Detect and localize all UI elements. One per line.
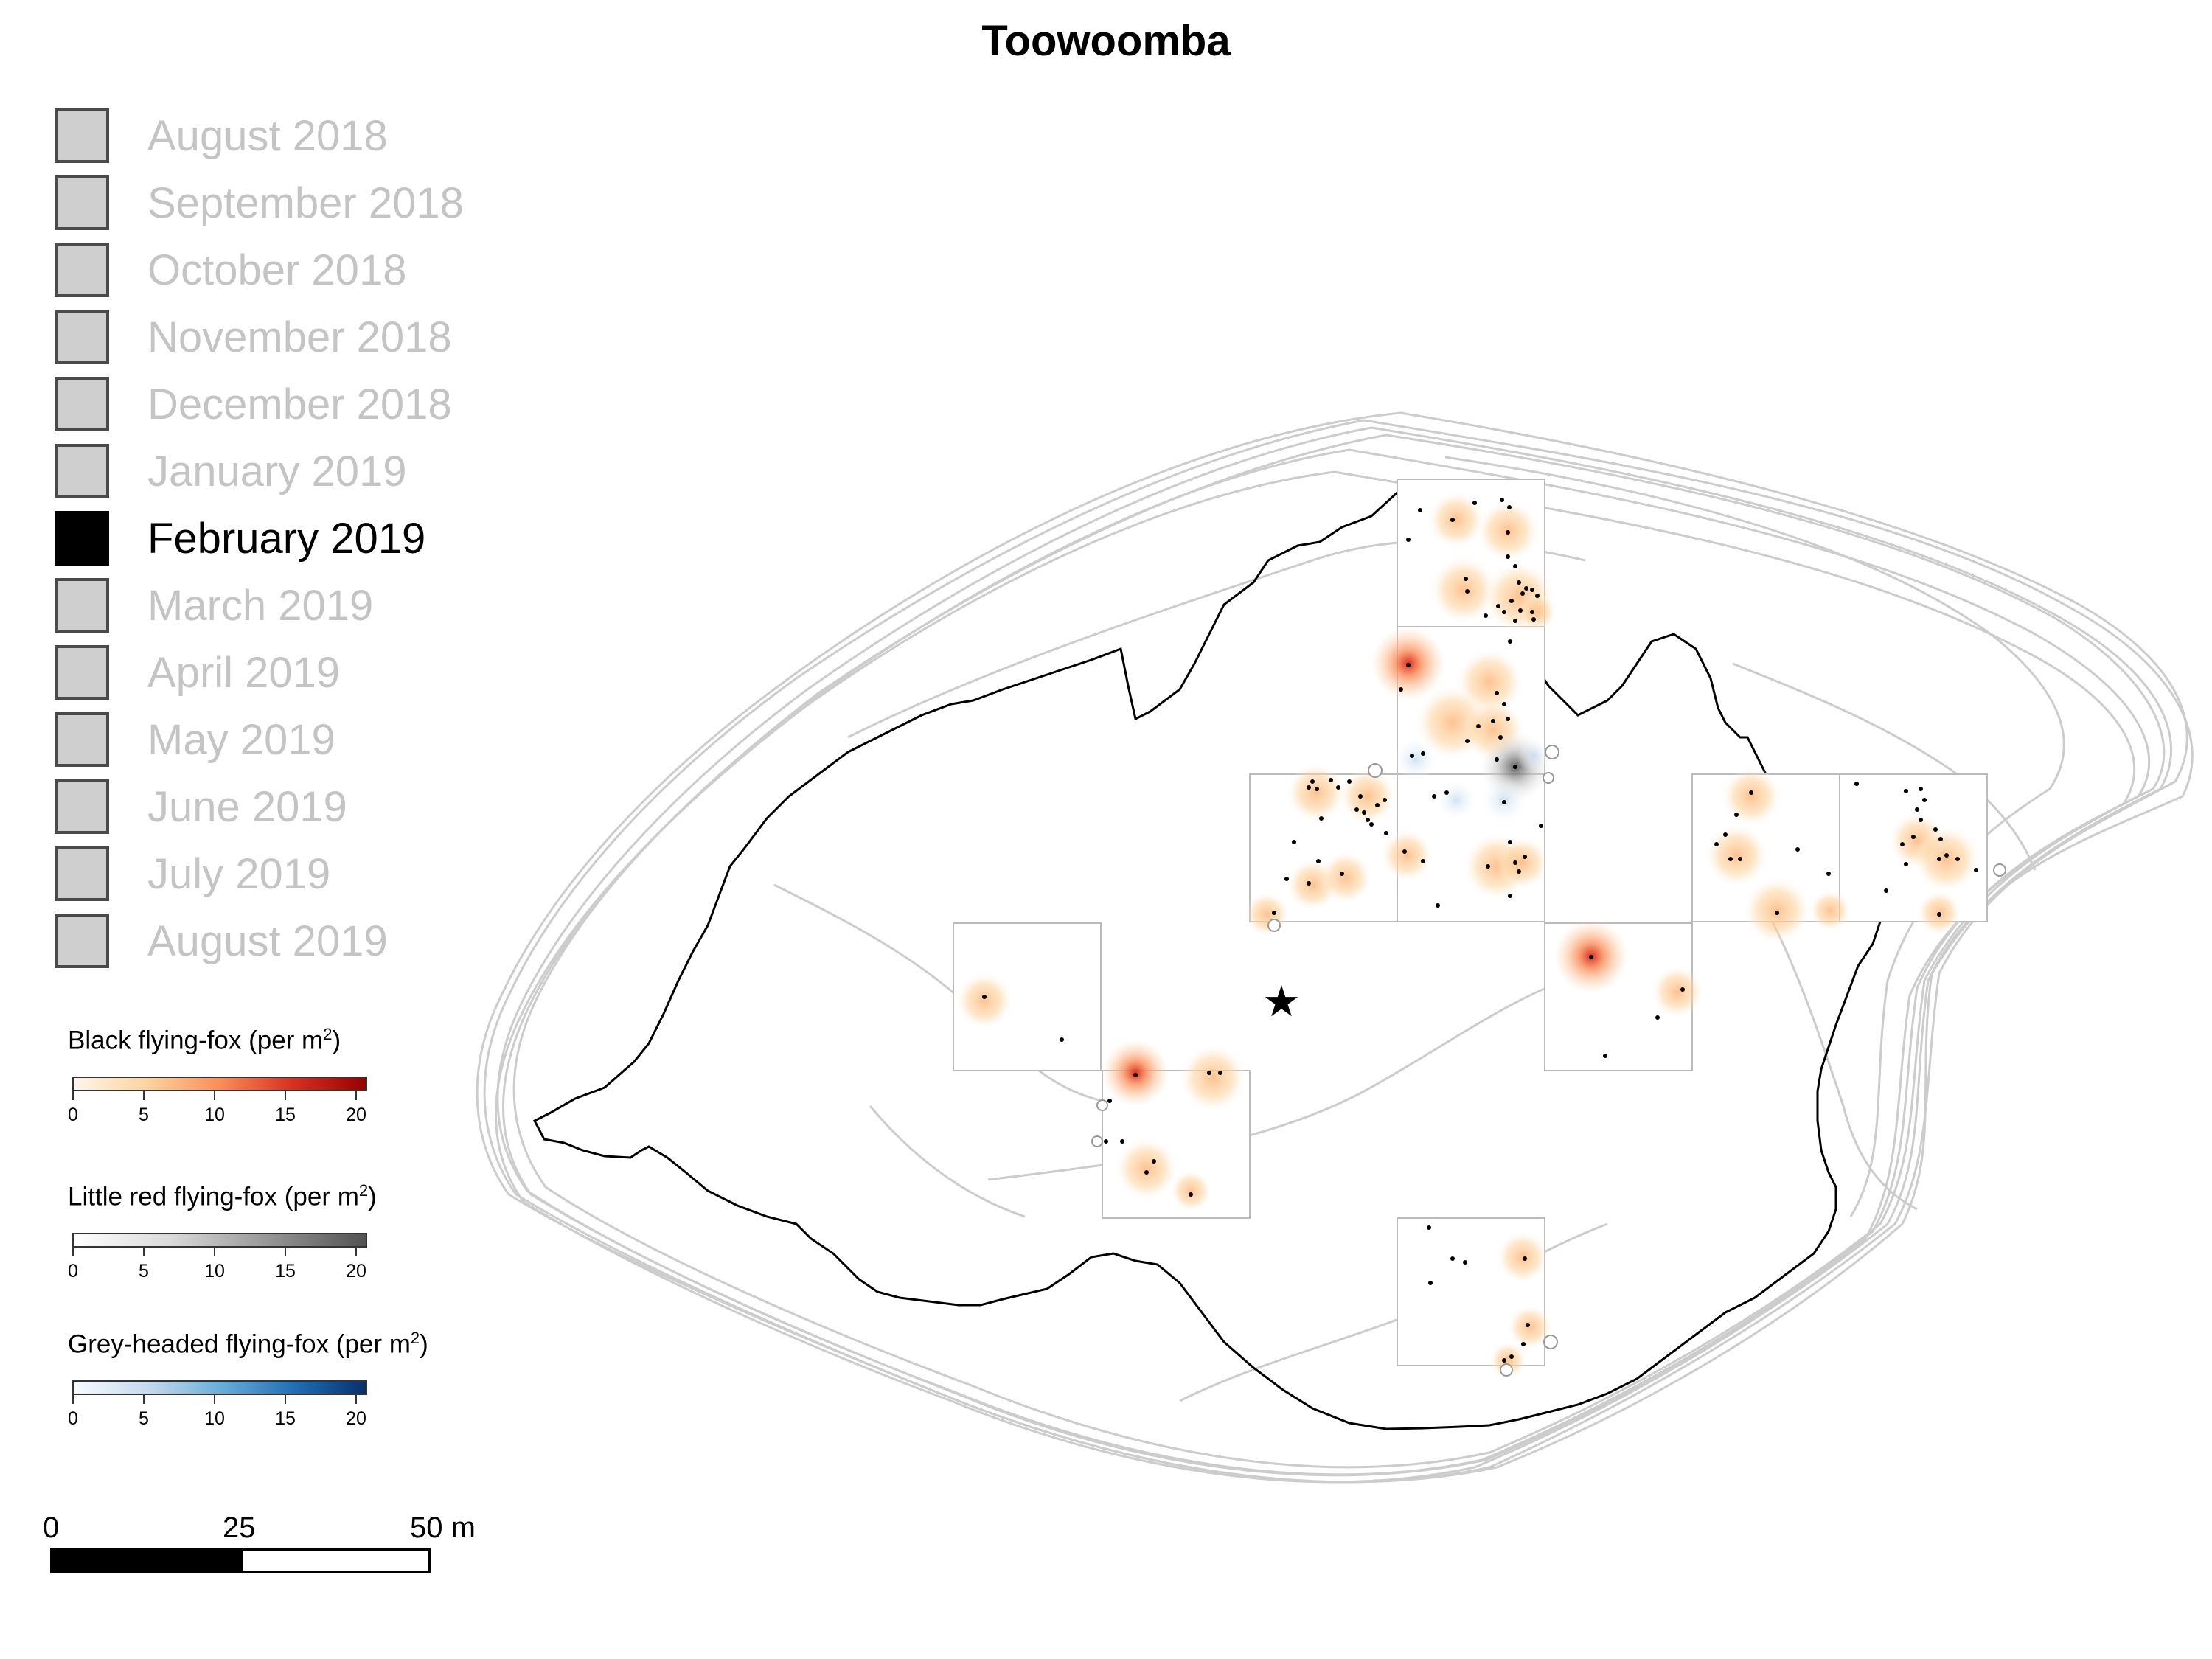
tick-label: 0	[68, 1261, 78, 1281]
month-swatch	[55, 243, 109, 297]
roost-tree-points	[982, 498, 1978, 1363]
tick-label: 20	[346, 1261, 366, 1281]
month-label: January 2019	[147, 448, 407, 495]
legend-title: Little red flying-fox (per m2)	[68, 1181, 377, 1211]
tick-label: 20	[346, 1105, 366, 1125]
month-swatch	[55, 578, 109, 633]
tick-label: 5	[139, 1408, 149, 1429]
month-swatch	[55, 712, 109, 767]
tick-label: 0	[68, 1105, 78, 1125]
month-item-2019-04[interactable]: April 2019	[53, 644, 510, 706]
scale-segment-dark	[50, 1548, 240, 1573]
tick-label: 15	[275, 1408, 296, 1429]
month-swatch	[55, 108, 109, 163]
legend-title: Black flying-fox (per m2)	[68, 1025, 341, 1055]
month-label: February 2019	[147, 515, 426, 563]
month-label: December 2018	[147, 380, 452, 428]
color-ramp	[72, 1077, 367, 1091]
month-item-2018-11[interactable]: November 2018	[53, 308, 510, 370]
month-swatch	[55, 645, 109, 700]
legend-title: Grey-headed flying-fox (per m2)	[68, 1329, 428, 1359]
tick-label: 5	[139, 1261, 149, 1281]
scale-label: 25	[223, 1512, 256, 1544]
tick-label: 0	[68, 1408, 78, 1429]
tick-label: 10	[204, 1105, 225, 1125]
tick-label: 15	[275, 1105, 296, 1125]
month-label: May 2019	[147, 716, 335, 764]
month-swatch	[55, 377, 109, 431]
month-swatch	[55, 511, 109, 566]
tick-label: 15	[275, 1261, 296, 1281]
month-label: November 2018	[147, 313, 452, 361]
black-flying-fox-density	[956, 492, 1980, 1379]
month-item-2018-08[interactable]: August 2018	[53, 107, 510, 169]
boundary-tree-points	[1091, 745, 2006, 1377]
color-ramp	[72, 1380, 367, 1395]
month-label: August 2019	[147, 917, 388, 965]
month-item-2019-07[interactable]: July 2019	[53, 845, 510, 907]
month-label: September 2018	[147, 179, 464, 227]
star-icon: ★	[1262, 976, 1301, 1026]
month-label: October 2018	[147, 246, 407, 294]
month-item-2019-08[interactable]: August 2019	[53, 912, 510, 974]
scale-segment-light	[240, 1548, 431, 1573]
month-item-2019-05[interactable]: May 2019	[53, 711, 510, 773]
month-item-2018-09[interactable]: September 2018	[53, 174, 510, 236]
month-item-2019-03[interactable]: March 2019	[53, 577, 510, 639]
month-item-2019-01[interactable]: January 2019	[53, 442, 510, 504]
month-swatch	[55, 310, 109, 364]
month-item-2018-12[interactable]: December 2018	[53, 375, 510, 437]
tick-label: 10	[204, 1408, 225, 1429]
grey-headed-flying-fox-density	[1394, 737, 1550, 824]
map-title: Toowoomba	[981, 17, 1231, 65]
scale-label: 50 m	[410, 1512, 476, 1544]
month-label: August 2018	[147, 112, 388, 160]
month-swatch	[55, 846, 109, 901]
month-label: July 2019	[147, 850, 331, 898]
tick-label: 20	[346, 1408, 366, 1429]
month-swatch	[55, 444, 109, 498]
month-swatch	[55, 175, 109, 230]
tick-label: 5	[139, 1105, 149, 1125]
month-label: April 2019	[147, 649, 341, 697]
tick-label: 10	[204, 1261, 225, 1281]
color-ramp	[72, 1233, 367, 1248]
month-swatch	[55, 914, 109, 968]
current-roost-boundary	[532, 490, 1885, 1430]
scale-label: 0	[43, 1512, 60, 1544]
month-item-2019-06[interactable]: June 2019	[53, 778, 510, 840]
previous-roost-boundaries	[476, 411, 2194, 1484]
month-item-2018-10[interactable]: October 2018	[53, 241, 510, 303]
month-label: June 2019	[147, 783, 347, 831]
month-swatch	[55, 779, 109, 834]
month-label: March 2019	[147, 582, 374, 630]
month-item-2019-02[interactable]: February 2019	[53, 509, 510, 571]
